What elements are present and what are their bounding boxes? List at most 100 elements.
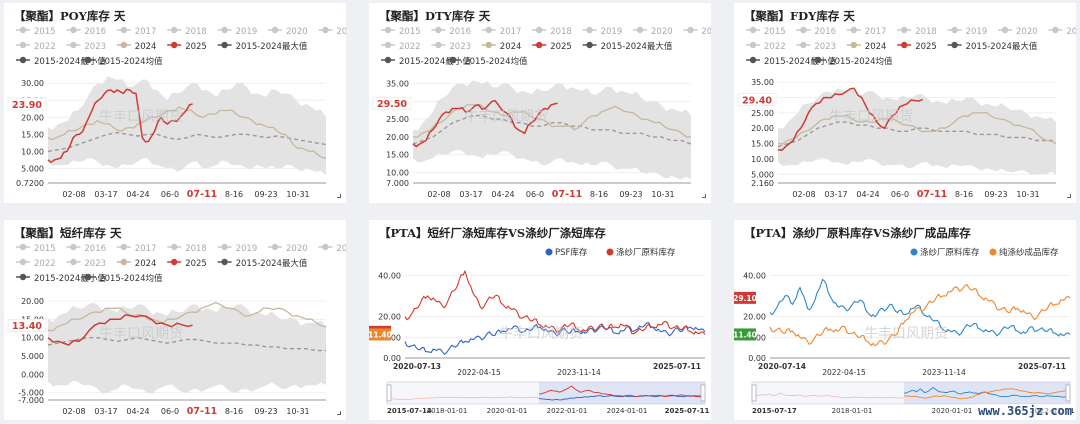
series-2025 <box>412 99 558 148</box>
chart-panel-dty: 【聚酯】DTY库存 天 2015 2016 2017 2018 2019 2020 2021… <box>369 3 711 203</box>
legend-marker-icon <box>910 248 918 256</box>
legend-label: 2024 <box>135 259 157 269</box>
legend-marker-icon <box>120 41 128 49</box>
y-tick-label: 20.00 <box>21 113 44 122</box>
legend-label: 2015-2024均值 <box>464 56 528 67</box>
legend-marker-icon <box>951 26 958 34</box>
legend-marker-icon <box>19 41 27 49</box>
legend-marker-icon <box>384 26 392 34</box>
y-tick-label: 10.00 <box>386 168 409 177</box>
x-tick-label: 10-31 <box>1016 190 1039 199</box>
x-tick-label: 8-16 <box>955 190 973 199</box>
chart-svg: 2015 2016 2017 2018 2019 2020 2021 2022 2023 2024… <box>7 26 346 200</box>
zoom-handle-right-icon[interactable] <box>700 384 706 402</box>
legend-label: 2019 <box>236 27 258 37</box>
legend-label: 2021 <box>336 244 346 254</box>
legend-label: 2015-2024最小值 <box>34 56 106 67</box>
slider-tick-label: 2020-01-01 <box>932 407 973 415</box>
legend-label: 2025 <box>185 42 207 52</box>
x-tick-label: 09-23 <box>254 190 277 199</box>
zoom-mini-history <box>388 396 540 400</box>
chart-title: 【PTA】涤纱厂原料库存VS涤纱厂成品库存 <box>744 226 971 240</box>
legend-marker-icon <box>120 243 128 251</box>
legend-label: 涤纱厂原料库存 <box>616 247 676 258</box>
legend-label: PSF库存 <box>555 247 588 258</box>
legend-label: 2016 <box>449 27 471 37</box>
legend-marker-icon <box>1001 26 1009 34</box>
chart-title: 【聚酯】DTY库存 天 <box>379 9 491 23</box>
legend-label: 2021 <box>336 27 346 37</box>
legend-marker-icon <box>384 41 392 49</box>
legend-marker-icon <box>70 258 77 266</box>
resize-corner-icon <box>702 194 706 198</box>
legend-label: 2025 <box>185 259 207 269</box>
legend-label: 2022 <box>764 42 786 52</box>
zoom-mini-series-b <box>903 388 1068 400</box>
y-tick-label: -5.000 <box>18 389 44 398</box>
current-value-box <box>737 93 777 106</box>
legend-marker-icon <box>749 56 757 64</box>
legend-label: 2015-2024均值 <box>99 273 163 284</box>
series-2025 <box>777 87 923 152</box>
legend-marker-icon <box>606 248 614 256</box>
legend-marker-icon <box>120 26 128 34</box>
watermark-text: 牛丰口风期货 <box>99 108 183 125</box>
zoom-handle-left-icon[interactable] <box>386 384 392 402</box>
y-tick-label: 35.00 <box>386 80 409 89</box>
x-tick-label: 2020-07-14 <box>758 362 806 371</box>
legend-marker-icon <box>687 26 694 34</box>
legend-label: 2015-2024最小值 <box>764 56 836 67</box>
legend-marker-icon <box>1052 26 1059 34</box>
legend-label: 2015-2024最大值 <box>236 41 308 52</box>
y-tick-label: 2.160 <box>751 179 774 188</box>
current-value-label: 13.40 <box>12 321 42 332</box>
legend-label: 2015-2024最大值 <box>966 41 1038 52</box>
legend-marker-icon <box>19 243 27 251</box>
legend-label: 2021 <box>1066 27 1076 37</box>
x-tick-label: 06-0 <box>161 190 179 199</box>
y-tick-label: 15.00 <box>751 140 774 149</box>
slider-tick-label: 2018-01-01 <box>427 407 468 415</box>
legend-marker-icon <box>221 26 228 34</box>
legend-marker-icon <box>800 41 807 49</box>
current-value-label: 29.50 <box>377 99 407 110</box>
legend-marker-icon <box>171 41 178 49</box>
x-tick-label: 07-11 <box>187 189 217 200</box>
zoom-handle-right-icon[interactable] <box>1065 384 1071 402</box>
legend-label: 2018 <box>915 27 937 37</box>
legend-marker-icon <box>850 41 857 49</box>
legend-marker-icon <box>70 243 77 251</box>
x-tick-label: 8-16 <box>590 190 608 199</box>
x-tick-label: 2023-11-14 <box>557 368 601 377</box>
series-2025 <box>47 314 193 346</box>
slider-tick-label: 2025-07-11 <box>665 407 710 415</box>
slider-tick-label: 2015-07-14 <box>387 407 432 415</box>
y-tick-label: 0.000 <box>21 370 44 379</box>
x-tick-label: 2025-07-11 <box>1018 362 1066 371</box>
x-tick-label: 8-16 <box>225 190 243 199</box>
site-watermark: www.365jz.com <box>978 404 1072 418</box>
legend-label: 2022 <box>34 259 56 269</box>
legend-label: 2017 <box>135 244 157 254</box>
legend-marker-icon <box>322 26 329 34</box>
legend-marker-icon <box>171 258 178 266</box>
legend-label: 2017 <box>865 27 887 37</box>
x-tick-label: 03-17 <box>824 190 847 199</box>
chart-title: 【PTA】短纤厂涤短库存VS涤纱厂涤短库存 <box>379 226 606 240</box>
slider-tick-label: 2015-07-17 <box>752 407 797 415</box>
legend-marker-icon <box>322 243 329 251</box>
legend-label: 2020 <box>651 27 673 37</box>
chart-svg: 2015 2016 2017 2018 2019 2020 2021 2022 2023 2024… <box>372 26 711 200</box>
series-2025 <box>47 88 193 164</box>
x-tick-label: 07-11 <box>187 406 217 417</box>
x-tick-label: 02-08 <box>427 190 450 199</box>
current-value-box <box>372 96 412 110</box>
slider-tick-label: 2020-01-01 <box>487 407 528 415</box>
y-tick-label: 10.00 <box>751 155 774 164</box>
y-tick-label: 5.000 <box>21 164 44 173</box>
resize-corner-icon <box>337 411 341 415</box>
chart-title: 【聚酯】FDY库存 天 <box>744 9 855 23</box>
watermark-text: 牛丰口风期货 <box>464 108 548 125</box>
y-tick-label: 0.00 <box>748 354 766 363</box>
zoom-handle-left-icon[interactable] <box>751 384 757 402</box>
